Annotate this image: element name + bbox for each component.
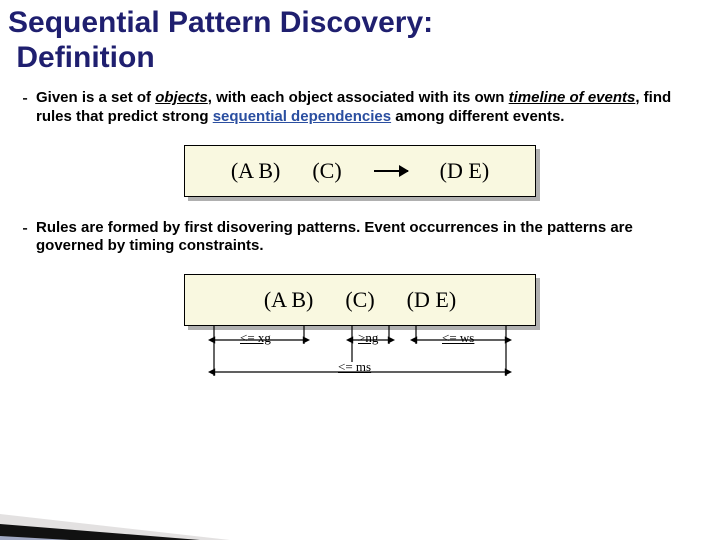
b1-pre: Given is a set of	[36, 89, 155, 106]
seq1-de: (D E)	[440, 158, 489, 184]
b1-timeline: timeline of events	[509, 89, 636, 106]
timing-ng: >ng	[358, 330, 378, 346]
seq1-c: (C)	[312, 158, 341, 184]
timing-xg: <= xg	[240, 330, 271, 346]
title-line-1: Sequential Pattern Discovery:	[8, 6, 433, 39]
bullet-2-text: Rules are formed by first disovering pat…	[36, 219, 696, 257]
bullet-marker: ⁃	[14, 219, 36, 257]
corner-decoration	[0, 504, 230, 540]
sequence-diagram-1: (A B) (C) (D E)	[184, 145, 536, 197]
slide-title: Sequential Pattern Discovery: Definition	[0, 0, 720, 75]
b1-post: among different events.	[391, 108, 564, 125]
seq1-row: (A B) (C) (D E)	[184, 145, 536, 197]
title-line-2: Definition	[16, 41, 154, 74]
sequence-diagram-2: (A B) (C) (D E) <= xg >ng <= ws <= ms	[184, 274, 536, 386]
b1-seqdep: sequential dependencies	[213, 108, 391, 125]
seq1-ab: (A B)	[231, 158, 281, 184]
b1-objects: objects	[155, 89, 208, 106]
bullet-2: ⁃ Rules are formed by first disovering p…	[0, 205, 720, 257]
timing-ws: <= ws	[442, 330, 474, 346]
arrow-icon	[374, 170, 408, 172]
b1-mid1: , with each object associated with its o…	[208, 89, 509, 106]
bullet-1: ⁃ Given is a set of objects, with each o…	[0, 75, 720, 127]
bullet-marker: ⁃	[14, 89, 36, 127]
bullet-1-text: Given is a set of objects, with each obj…	[36, 89, 696, 127]
timing-ms: <= ms	[338, 359, 371, 375]
